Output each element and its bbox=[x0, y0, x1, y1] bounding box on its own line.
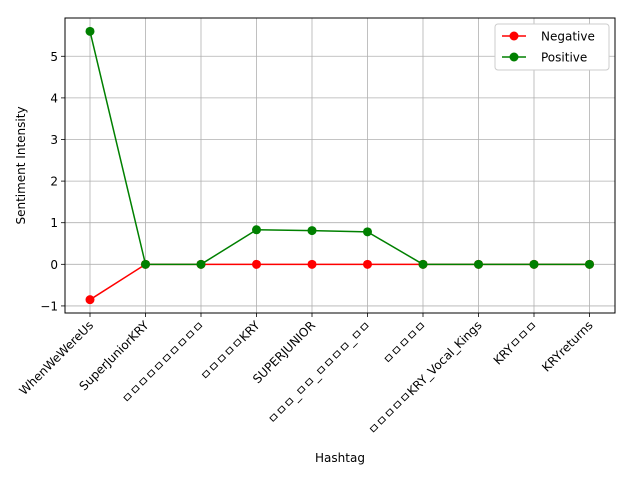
y-axis-label: Sentiment Intensity bbox=[14, 106, 28, 224]
y-axis: −1 0 1 2 3 4 5 bbox=[40, 50, 65, 313]
data-point-positive bbox=[529, 259, 539, 269]
data-point-negative bbox=[363, 259, 372, 269]
data-point-negative bbox=[252, 259, 261, 269]
data-point-positive bbox=[196, 259, 206, 269]
data-point-negative bbox=[307, 259, 317, 269]
y-tick-label: −1 bbox=[40, 299, 58, 313]
x-axis-label: Hashtag bbox=[315, 451, 365, 465]
data-point-positive bbox=[363, 227, 372, 237]
y-tick-label: 0 bbox=[50, 258, 58, 272]
y-tick-label: 5 bbox=[50, 50, 58, 64]
y-tick-label: 2 bbox=[50, 175, 58, 189]
legend-label-negative: Negative bbox=[541, 30, 595, 44]
series-group bbox=[85, 26, 594, 305]
legend-marker-positive bbox=[509, 52, 519, 62]
y-tick-label: 3 bbox=[50, 133, 58, 147]
data-point-positive bbox=[85, 26, 95, 36]
data-point-positive bbox=[418, 259, 428, 269]
data-point-positive bbox=[141, 259, 150, 269]
y-tick-label: 4 bbox=[50, 91, 58, 105]
legend-marker-negative bbox=[509, 31, 519, 41]
data-point-positive bbox=[252, 225, 261, 235]
series-line-positive bbox=[89, 31, 590, 266]
y-tick-label: 1 bbox=[50, 216, 58, 230]
data-point-positive bbox=[585, 259, 594, 269]
data-point-positive bbox=[307, 226, 317, 236]
legend-label-positive: Positive bbox=[541, 51, 587, 65]
legend: Negative Positive bbox=[494, 23, 610, 71]
data-point-positive bbox=[474, 259, 483, 269]
plot-frame bbox=[64, 17, 616, 314]
data-point-negative bbox=[85, 295, 95, 305]
